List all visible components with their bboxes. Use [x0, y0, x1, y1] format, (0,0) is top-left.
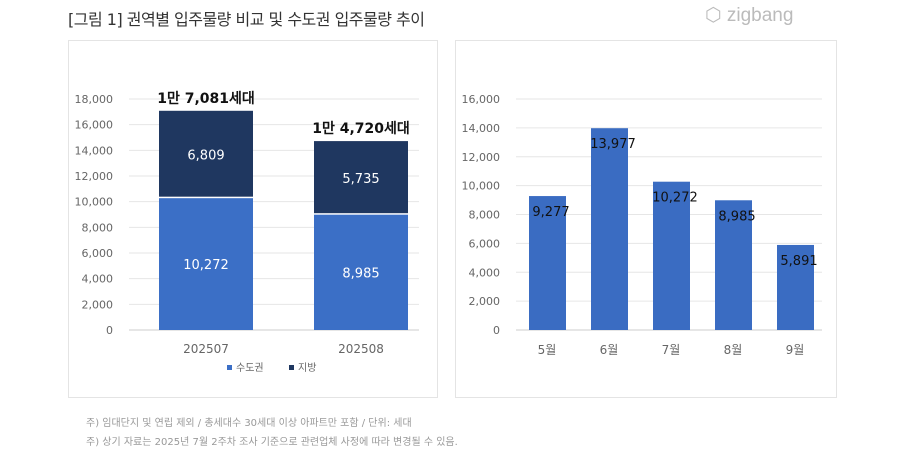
y-tick-label: 0 — [493, 324, 500, 337]
y-tick-label: 18,000 — [75, 93, 114, 106]
x-tick-label: 8월 — [724, 343, 743, 357]
y-tick-label: 4,000 — [82, 273, 114, 286]
x-tick-label: 202507 — [183, 342, 229, 356]
y-tick-label: 2,000 — [82, 298, 114, 311]
data-label: 8,985 — [718, 209, 755, 224]
data-label: 5,735 — [342, 172, 379, 187]
data-label: 10,272 — [183, 258, 229, 273]
y-tick-label: 16,000 — [462, 93, 501, 106]
bar — [529, 196, 566, 330]
figure-title: [그림 1] 권역별 입주물량 비교 및 수도권 입주물량 추이 — [68, 10, 425, 29]
metro-monthly-bar-chart: 0 2,000 4,000 6,000 8,000 10,000 12,000 14,000 1… — [462, 93, 822, 357]
y-tick-label: 6,000 — [82, 247, 114, 260]
y-tick-label: 16,000 — [75, 119, 114, 132]
data-label: 8,985 — [342, 266, 379, 281]
y-tick-label: 14,000 — [75, 144, 114, 157]
footnote-1: 주) 임대단지 및 연립 제외 / 총세대수 30세대 이상 아파트만 포함 /… — [86, 418, 412, 429]
y-tick-label: 8,000 — [82, 221, 114, 234]
data-label: 9,277 — [532, 205, 569, 220]
bar — [591, 128, 628, 330]
right-chart-panel: 0 2,000 4,000 6,000 8,000 10,000 12,000 14,000 1… — [455, 40, 837, 398]
y-tick-label: 4,000 — [469, 266, 501, 279]
bar-region — [159, 110, 253, 197]
x-tick-label: 7월 — [662, 343, 681, 357]
x-tick-label: 6월 — [600, 343, 619, 357]
bar — [715, 200, 752, 330]
x-tick-label: 5월 — [538, 343, 557, 357]
data-label: 5,891 — [780, 254, 817, 269]
legend-marker — [227, 365, 232, 370]
data-label: 6,809 — [187, 148, 224, 163]
y-tick-label: 12,000 — [462, 151, 501, 164]
y-tick-label: 10,000 — [75, 196, 114, 209]
x-tick-label: 9월 — [786, 343, 805, 357]
y-tick-label: 6,000 — [469, 237, 501, 250]
data-label: 10,272 — [652, 191, 698, 206]
bar — [653, 181, 690, 330]
logo-icon: ⬡ — [705, 5, 722, 26]
data-label: 13,977 — [590, 137, 636, 152]
bar-region — [314, 141, 408, 214]
bar-metro — [159, 198, 253, 330]
zigbang-logo: ⬡ zigbang — [705, 4, 793, 27]
left-chart-panel: 0 2,000 4,000 6,000 8,000 10,000 12,000 14,000 1… — [68, 40, 438, 398]
bar-metro — [314, 214, 408, 330]
bar — [777, 244, 814, 330]
y-tick-label: 0 — [106, 324, 113, 337]
footnote-2: 주) 상기 자료는 2025년 7월 2주차 조사 기준으로 관련업체 사정에 … — [86, 437, 458, 448]
logo-text: zigbang — [726, 5, 794, 26]
y-tick-label: 10,000 — [462, 180, 501, 193]
regional-stacked-bar-chart: 0 2,000 4,000 6,000 8,000 10,000 12,000 14,000 1… — [75, 91, 419, 374]
y-tick-label: 14,000 — [462, 122, 501, 135]
total-label: 1만 7,081세대 — [157, 91, 255, 107]
y-tick-label: 2,000 — [469, 295, 501, 308]
legend-label: 지방 — [298, 362, 316, 374]
y-tick-label: 8,000 — [469, 209, 501, 222]
legend-label: 수도권 — [236, 362, 264, 374]
y-tick-label: 12,000 — [75, 170, 114, 183]
legend-marker — [289, 365, 294, 370]
total-label: 1만 4,720세대 — [312, 121, 410, 137]
x-tick-label: 202508 — [338, 342, 384, 356]
